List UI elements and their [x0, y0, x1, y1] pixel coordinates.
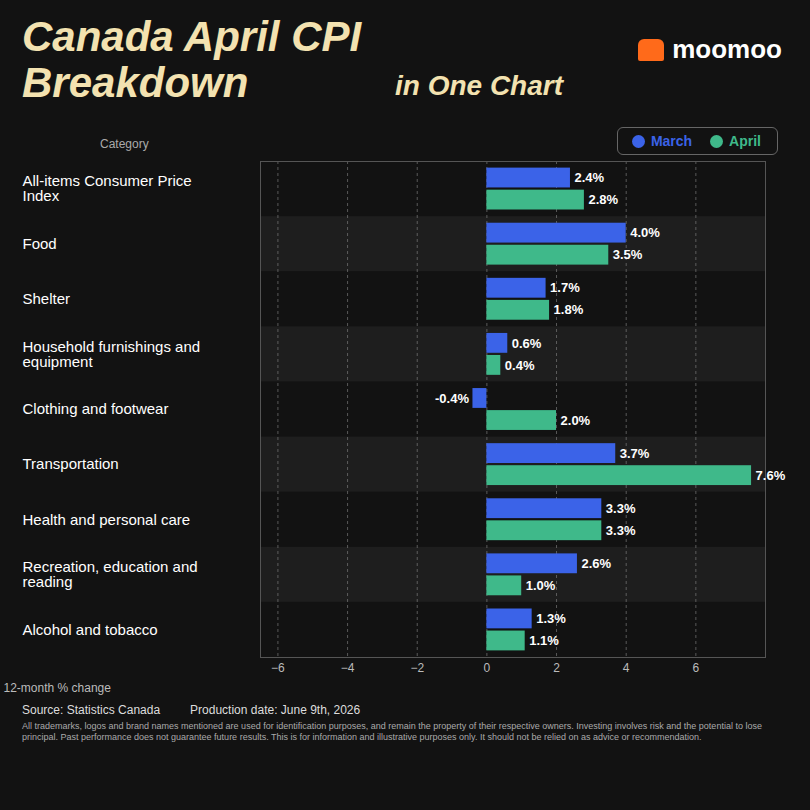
html-text:in One Chart: in One Chart	[395, 70, 563, 101]
html-text:Canada April CPI Breakdown: Canada April CPI Breakdown	[22, 13, 362, 106]
svg-text:3.3%: 3.3%	[606, 523, 636, 538]
svg-text:3.7%: 3.7%	[620, 446, 650, 461]
svg-text:Clothing and footwear: Clothing and footwear	[23, 400, 169, 417]
svg-text:−6: −6	[271, 661, 285, 675]
svg-text:1.8%: 1.8%	[554, 302, 584, 317]
svg-text:4: 4	[623, 661, 630, 675]
svg-text:3.5%: 3.5%	[613, 247, 643, 262]
svg-text:−4: −4	[341, 661, 355, 675]
svg-text:0: 0	[484, 661, 491, 675]
svg-text:2.6%: 2.6%	[581, 556, 611, 571]
svg-text:0.4%: 0.4%	[505, 358, 535, 373]
svg-text:All-items Consumer PriceIndex: All-items Consumer PriceIndex	[23, 172, 192, 204]
svg-text:Recreation, education andreadi: Recreation, education andreading	[23, 558, 198, 590]
svg-text:12-month % change: 12-month % change	[4, 681, 112, 695]
html-text:April: April	[729, 133, 761, 149]
svg-text:2.4%: 2.4%	[574, 170, 604, 185]
svg-text:2: 2	[553, 661, 560, 675]
svg-text:Alcohol and tobacco: Alcohol and tobacco	[23, 621, 158, 638]
svg-text:Transportation: Transportation	[23, 455, 119, 472]
svg-text:Health and personal care: Health and personal care	[23, 511, 191, 528]
svg-text:1.0%: 1.0%	[526, 578, 556, 593]
svg-text:Food: Food	[23, 235, 57, 252]
svg-text:1.1%: 1.1%	[529, 633, 559, 648]
html-text:moomoo: moomoo	[672, 34, 782, 64]
html-text:All trademarks, logos and bran: All trademarks, logos and brand names me…	[22, 721, 762, 742]
svg-text:0.6%: 0.6%	[512, 336, 542, 351]
svg-text:−2: −2	[410, 661, 424, 675]
html-text:Source: Statistics Canada: Source: Statistics Canada	[22, 703, 161, 717]
svg-text:Shelter: Shelter	[23, 290, 71, 307]
svg-text:2.8%: 2.8%	[588, 192, 618, 207]
svg-text:1.7%: 1.7%	[550, 280, 580, 295]
html-text:Production date: June 9th, 202: Production date: June 9th, 2026	[190, 703, 361, 717]
svg-text:1.3%: 1.3%	[536, 611, 566, 626]
svg-text:4.0%: 4.0%	[630, 225, 660, 240]
html-text:Category: Category	[100, 137, 149, 151]
svg-text:Household furnishings andequip: Household furnishings andequipment	[23, 338, 201, 370]
svg-text:7.6%: 7.6%	[756, 468, 786, 483]
html-text:March: March	[650, 133, 693, 149]
svg-text:2.0%: 2.0%	[561, 413, 591, 428]
svg-text:-0.4%: -0.4%	[435, 391, 469, 406]
svg-text:3.3%: 3.3%	[606, 501, 636, 516]
svg-text:6: 6	[693, 661, 700, 675]
